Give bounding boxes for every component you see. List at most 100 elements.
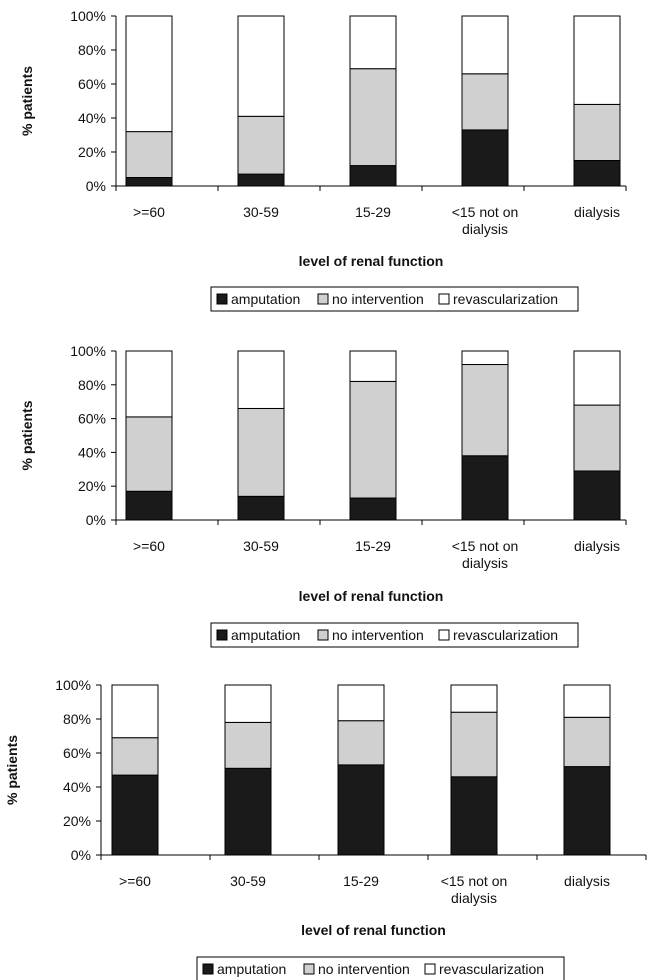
chart-panel-3: 0% 20% 40% 60% 80% 100% >=60 30-59 15-29 <15 not … <box>4 677 647 980</box>
bar-no-intervention-3 <box>349 380 397 499</box>
x-tick-label: dialysis <box>574 538 620 554</box>
legend-label: amputation <box>217 961 286 977</box>
bar-amputation-4 <box>450 776 498 856</box>
legend-label: revascularization <box>453 291 558 307</box>
bar-revascularization-2 <box>237 350 285 409</box>
legend-swatch-revascularization <box>438 293 450 305</box>
bar-no-intervention-5 <box>573 103 621 161</box>
bar-no-intervention-4 <box>461 73 509 131</box>
y-tick-label: 60% <box>63 745 91 761</box>
y-tick-label: 0% <box>71 847 91 863</box>
y-axis-title: % patients <box>19 400 35 470</box>
bar-amputation-3 <box>337 764 385 856</box>
x-tick-label: 30-59 <box>243 538 279 554</box>
y-tick-label: 40% <box>63 779 91 795</box>
y-tick-label: 60% <box>78 76 106 92</box>
x-tick-label: <15 not on dialysis <box>452 204 519 237</box>
bar-amputation-5 <box>573 470 621 521</box>
y-tick-label: 100% <box>55 677 91 693</box>
bar-revascularization-5 <box>563 684 611 718</box>
bar-amputation-3 <box>349 497 397 521</box>
x-axis-title: level of renal function <box>301 922 446 938</box>
bar-amputation-1 <box>125 177 173 187</box>
x-tick-label: >=60 <box>119 873 151 889</box>
bar-no-intervention-4 <box>450 711 498 778</box>
bar-no-intervention-1 <box>125 131 173 179</box>
y-tick-label: 100% <box>70 343 106 359</box>
legend-label: revascularization <box>439 961 544 977</box>
y-tick-label: 20% <box>78 144 106 160</box>
y-tick-label: 40% <box>78 110 106 126</box>
legend: amputation no intervention revascularizati… <box>196 956 565 980</box>
y-axis-title: % patients <box>4 735 20 805</box>
x-tick-label: 15-29 <box>355 204 391 220</box>
bar-no-intervention-1 <box>111 737 159 776</box>
bar-revascularization-1 <box>125 15 173 133</box>
bar-amputation-5 <box>573 160 621 187</box>
x-tick-label: <15 not on dialysis <box>441 873 508 906</box>
bar-revascularization-3 <box>349 350 397 382</box>
chart-panel-2: 0% 20% 40% 60% 80% 100% >=60 30-59 15-29 <15 not … <box>19 343 627 648</box>
bar-amputation-1 <box>125 490 173 521</box>
legend-swatch-revascularization <box>424 963 436 975</box>
legend-box <box>210 286 579 312</box>
chart-panel-1: 0% 20% 40% 60% 80% 100% >=60 30-59 15-29 <15 not … <box>19 8 627 312</box>
bar-amputation-5 <box>563 766 611 856</box>
bar-no-intervention-4 <box>461 364 509 457</box>
bar-no-intervention-5 <box>573 404 621 472</box>
legend-label: amputation <box>231 291 300 307</box>
legend-swatch-revascularization <box>438 629 450 641</box>
bar-amputation-1 <box>111 774 159 856</box>
legend-swatch-no-intervention <box>303 963 315 975</box>
legend: amputation no intervention revascularizati… <box>210 622 579 648</box>
y-tick-label: 80% <box>63 711 91 727</box>
bar-revascularization-3 <box>349 15 397 70</box>
bar-amputation-4 <box>461 129 509 187</box>
bar-revascularization-2 <box>237 15 285 117</box>
bar-revascularization-3 <box>337 684 385 722</box>
legend-label: no intervention <box>318 961 410 977</box>
bar-revascularization-1 <box>125 350 173 418</box>
bar-amputation-4 <box>461 455 509 521</box>
x-tick-label: 30-59 <box>230 873 266 889</box>
x-tick-label: dialysis <box>564 873 610 889</box>
y-tick-label: 80% <box>78 42 106 58</box>
bar-no-intervention-2 <box>237 115 285 175</box>
x-axis-title: level of renal function <box>299 253 444 269</box>
x-tick-label: 30-59 <box>243 204 279 220</box>
y-tick-label: 100% <box>70 8 106 24</box>
bar-amputation-3 <box>349 165 397 187</box>
bar-revascularization-2 <box>224 684 272 723</box>
y-tick-label: 0% <box>86 512 106 528</box>
y-tick-label: 20% <box>63 813 91 829</box>
legend-label: revascularization <box>453 627 558 643</box>
bar-amputation-2 <box>237 495 285 521</box>
x-tick-label: dialysis <box>574 204 620 220</box>
bar-revascularization-4 <box>461 15 509 75</box>
y-tick-label: 80% <box>78 377 106 393</box>
bar-no-intervention-3 <box>337 720 385 766</box>
legend: amputation no intervention revascularizati… <box>210 286 579 312</box>
bar-revascularization-5 <box>573 15 621 105</box>
bar-revascularization-4 <box>450 684 498 713</box>
bar-no-intervention-2 <box>224 721 272 769</box>
bar-amputation-2 <box>237 173 285 187</box>
bar-revascularization-4 <box>461 350 509 366</box>
legend-swatch-amputation <box>216 629 228 641</box>
legend-swatch-amputation <box>216 293 228 305</box>
bar-revascularization-1 <box>111 684 159 739</box>
legend-box <box>210 622 579 648</box>
y-axis-title: % patients <box>19 66 35 136</box>
x-tick-label: >=60 <box>133 538 165 554</box>
bar-no-intervention-5 <box>563 716 611 768</box>
x-tick-label: 15-29 <box>355 538 391 554</box>
y-tick-label: 60% <box>78 411 106 427</box>
legend-label: no intervention <box>332 291 424 307</box>
bar-revascularization-5 <box>573 350 621 406</box>
x-tick-label: 15-29 <box>343 873 379 889</box>
bar-no-intervention-2 <box>237 407 285 497</box>
bar-no-intervention-1 <box>125 416 173 492</box>
x-tick-label: >=60 <box>133 204 165 220</box>
